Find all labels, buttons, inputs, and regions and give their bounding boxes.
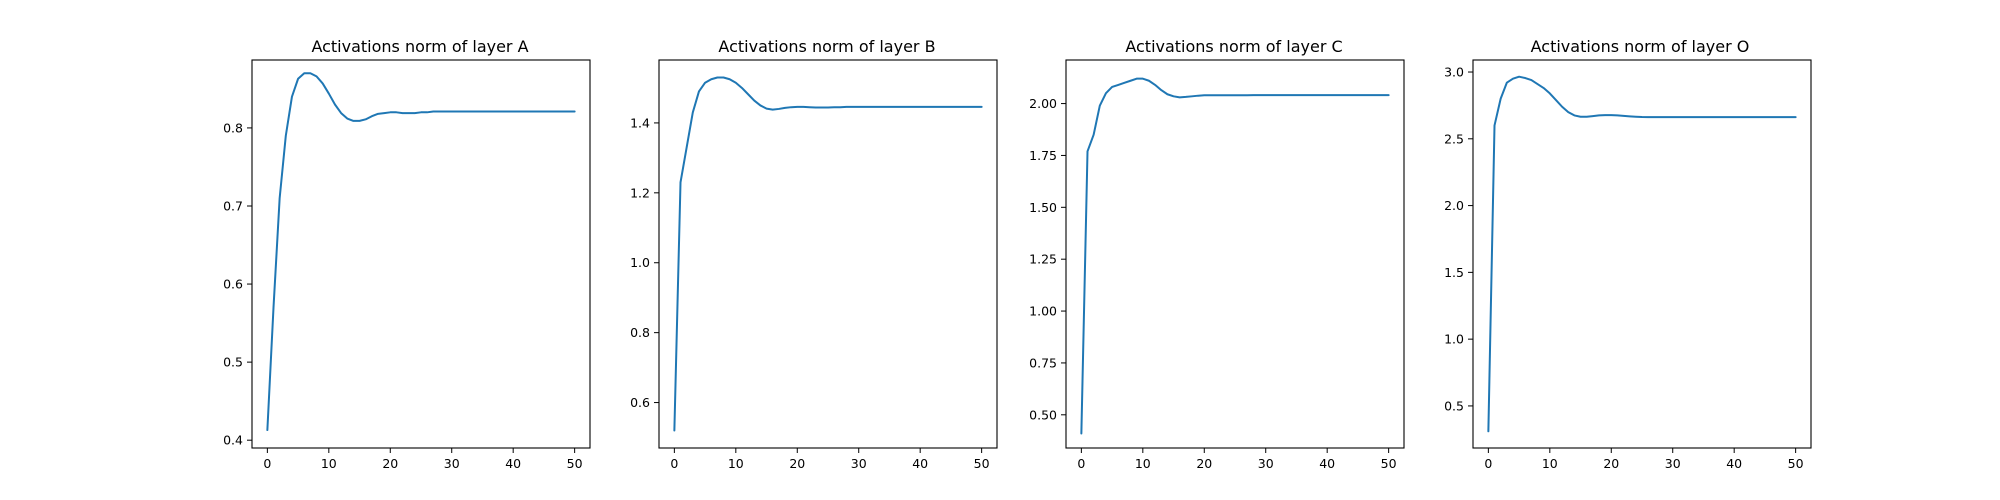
x-tick-label: 50	[974, 456, 990, 471]
subplot-layer-b: Activations norm of layer B 0 10 20 30 40 500…	[630, 37, 998, 471]
y-tick-label: 1.5	[1444, 265, 1464, 280]
x-tick-label: 30	[851, 456, 867, 471]
y-tick-label: 0.75	[1029, 355, 1057, 370]
plot-area: 0 10 20 30 40 50 0.5 1.0 1.5 2.0 2.5 3.0	[1444, 59, 1812, 471]
x-tick-label: 30	[444, 456, 460, 471]
y-tick-label: 2.0	[1444, 198, 1464, 213]
x-tick-label: 0	[670, 456, 678, 471]
y-tick-label: 1.75	[1029, 148, 1057, 163]
x-tick-label: 40	[1726, 456, 1742, 471]
x-tick-label: 50	[1788, 456, 1804, 471]
y-tick-label: 1.0	[1444, 332, 1464, 347]
axes-frame	[658, 59, 998, 449]
x-tick-label: 0	[1484, 456, 1492, 471]
x-tick-label: 40	[1319, 456, 1335, 471]
x-tick-label: 10	[1542, 456, 1558, 471]
axes-frame	[1065, 59, 1405, 449]
x-tick-label: 30	[1665, 456, 1681, 471]
subplot-layer-a: Activations norm of layer A 0 10 20 30 40 500…	[223, 37, 591, 471]
x-tick-label: 30	[1258, 456, 1274, 471]
plot-area: 0 10 20 30 40 50 0.4 0.5 0.6 0.7 0.8	[223, 59, 591, 471]
x-tick-label: 0	[263, 456, 271, 471]
plot-area: 0 10 20 30 40 50 0.6 0.8 1.0 1.2 1.4	[630, 59, 998, 471]
y-tick-label: 1.25	[1029, 252, 1057, 267]
y-tick-label: 0.8	[630, 325, 650, 340]
y-tick-label: 0.50	[1029, 407, 1057, 422]
x-tick-label: 10	[1135, 456, 1151, 471]
subplot-layer-o: Activations norm of layer O 0 10 20 30 40 500…	[1444, 37, 1812, 471]
y-tick-label: 1.0	[630, 255, 650, 270]
x-tick-label: 50	[567, 456, 583, 471]
y-tick-label: 0.8	[223, 120, 243, 135]
series-line	[1080, 77, 1390, 435]
x-tick-label: 20	[382, 456, 398, 471]
y-tick-label: 0.4	[223, 433, 243, 448]
y-tick-label: 0.7	[223, 198, 243, 213]
x-tick-label: 40	[505, 456, 521, 471]
x-tick-label: 10	[321, 456, 337, 471]
y-tick-label: 0.6	[223, 277, 243, 292]
y-tick-label: 3.0	[1444, 65, 1464, 80]
x-tick-label: 0	[1077, 456, 1085, 471]
series-line	[266, 72, 576, 432]
y-tick-label: 1.50	[1029, 200, 1057, 215]
y-tick-label: 1.4	[630, 115, 650, 130]
y-tick-label: 2.5	[1444, 131, 1464, 146]
x-tick-label: 20	[1603, 456, 1619, 471]
chart-title: Activations norm of layer C	[1125, 37, 1342, 56]
plot-area: 0 10 20 30 40 50 0.50 0.75 1.00 1.25 1.50 1.75 2.00	[1029, 59, 1405, 471]
chart-title: Activations norm of layer O	[1531, 37, 1750, 56]
x-tick-label: 40	[912, 456, 928, 471]
x-tick-label: 20	[789, 456, 805, 471]
x-tick-label: 20	[1196, 456, 1212, 471]
chart-title: Activations norm of layer A	[311, 37, 528, 56]
axes-frame	[1472, 59, 1812, 449]
series-line	[1487, 75, 1797, 433]
y-tick-label: 1.2	[630, 185, 650, 200]
y-tick-label: 1.00	[1029, 304, 1057, 319]
axes-frame	[251, 59, 591, 449]
chart-title: Activations norm of layer B	[718, 37, 935, 56]
x-tick-label: 50	[1381, 456, 1397, 471]
y-tick-label: 0.5	[1444, 398, 1464, 413]
series-line	[673, 76, 983, 432]
y-tick-label: 0.6	[630, 395, 650, 410]
y-tick-label: 0.5	[223, 355, 243, 370]
y-tick-label: 2.00	[1029, 96, 1057, 111]
subplot-layer-c: Activations norm of layer C 0 10 20 30 40 500…	[1029, 37, 1405, 471]
x-tick-label: 10	[728, 456, 744, 471]
